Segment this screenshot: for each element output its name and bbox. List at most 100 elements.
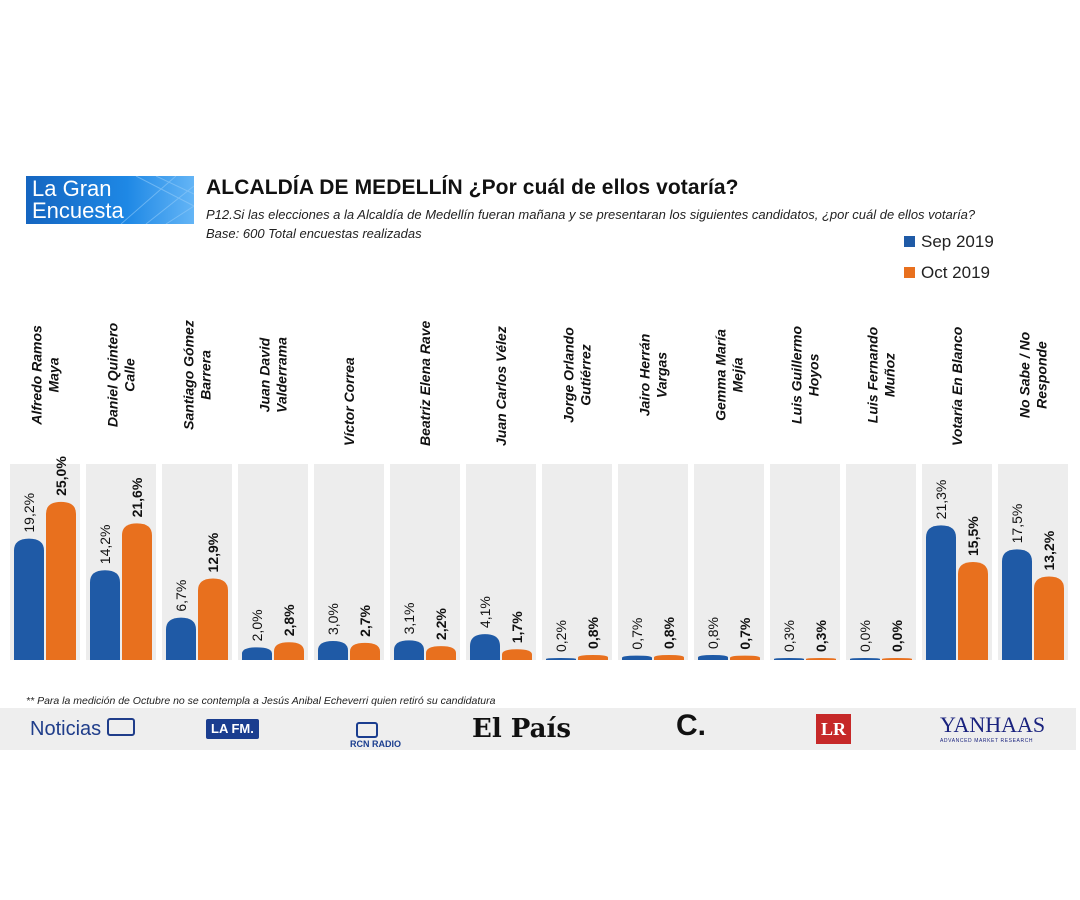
bar-sep: [850, 658, 880, 660]
el-pais-logo: El País: [472, 714, 571, 744]
bar-oct: [958, 562, 988, 660]
bar-panel: [618, 464, 688, 660]
value-label-oct: 2,2%: [433, 608, 449, 640]
value-label-sep: 21,3%: [933, 480, 949, 520]
sponsor-bar: Noticias LA FM. RCN RADIO El País C. LR …: [0, 708, 1076, 750]
category-label-line: No Sabe / No: [1017, 331, 1033, 418]
value-label-oct: 0,0%: [889, 620, 905, 652]
bar-panel: [694, 464, 764, 660]
bar-panel: [314, 464, 384, 660]
category-label-line: Luis Guillermo: [789, 326, 805, 424]
value-label-sep: 4,1%: [477, 596, 493, 628]
category-label: Víctor Correa: [341, 357, 357, 446]
category-label-line: Maya: [46, 357, 62, 392]
category-label: Juan Carlos Vélez: [493, 326, 509, 446]
value-label-oct: 0,3%: [813, 620, 829, 652]
value-label-oct: 0,8%: [585, 616, 601, 648]
bar-panel: [390, 464, 460, 660]
rcn-icon: [106, 718, 135, 736]
category-label-line: Vargas: [654, 352, 670, 398]
category-label-line: Responde: [1034, 341, 1050, 409]
category-label-line: Gutiérrez: [578, 344, 594, 405]
value-label-oct: 0,8%: [661, 616, 677, 648]
bar-oct: [578, 654, 608, 660]
category-label-line: Votaría En Blanco: [949, 326, 965, 446]
logo-pattern-icon: [120, 176, 194, 224]
bar-oct: [350, 642, 380, 660]
bar-sep: [394, 640, 424, 660]
bar-sep: [1002, 549, 1032, 660]
category-label: Jairo HerránVargas: [637, 334, 670, 416]
bar-sep: [14, 538, 44, 660]
category-label-line: Gemma María: [713, 329, 729, 421]
category-label-line: Luis Fernando: [865, 326, 881, 423]
logo-line-2: Encuesta: [32, 198, 124, 223]
logo-line-1: La Gran: [32, 176, 112, 201]
value-label-oct: 15,5%: [965, 516, 981, 556]
chart-title: ALCALDÍA DE MEDELLÍN ¿Por cuál de ellos …: [206, 176, 739, 199]
value-label-oct: 2,8%: [281, 604, 297, 636]
bar-oct: [654, 654, 684, 660]
category-label-line: Santiago Gómez: [181, 320, 197, 430]
category-label-line: Calle: [122, 358, 138, 392]
value-label-oct: 1,7%: [509, 611, 525, 643]
bar-panel: [770, 464, 840, 660]
value-label-sep: 3,1%: [401, 602, 417, 634]
sample-base: Base: 600 Total encuestas realizadas: [206, 226, 422, 241]
legend-item-sep: Sep 2019: [904, 232, 994, 252]
category-label-line: Alfredo Ramos: [29, 325, 45, 426]
category-label-line: Víctor Correa: [341, 357, 357, 446]
category-label-line: Mejía: [730, 357, 746, 392]
legend-label-sep: Sep 2019: [921, 232, 994, 251]
bar-oct: [806, 658, 836, 660]
value-label-sep: 0,0%: [857, 620, 873, 652]
value-label-oct: 12,9%: [205, 532, 221, 572]
category-label: Beatriz Elena Rave: [417, 321, 433, 446]
value-label-oct: 13,2%: [1041, 530, 1057, 570]
bar-panel: [542, 464, 612, 660]
legend-label-oct: Oct 2019: [921, 263, 990, 282]
value-label-oct: 25,0%: [53, 456, 69, 496]
value-label-sep: 0,8%: [705, 617, 721, 649]
category-label-line: Juan Carlos Vélez: [493, 326, 509, 446]
category-label-line: Daniel Quintero: [105, 322, 121, 427]
bar-sep: [546, 658, 576, 660]
bar-sep: [166, 617, 196, 660]
bar-oct: [730, 655, 760, 660]
bar-oct: [1034, 576, 1064, 660]
category-label: Gemma MaríaMejía: [713, 329, 746, 421]
value-label-sep: 0,3%: [781, 620, 797, 652]
value-label-sep: 0,7%: [629, 618, 645, 650]
category-label: Luis FernandoMuñoz: [865, 326, 898, 423]
value-label-sep: 0,2%: [553, 620, 569, 652]
bar-sep: [774, 658, 804, 660]
category-label-line: Muñoz: [882, 353, 898, 397]
value-label-oct: 0,7%: [737, 617, 753, 649]
rcn-radio-logo: RCN RADIO: [350, 722, 401, 764]
legend-swatch-oct: [904, 267, 915, 278]
el-colombiano-logo: C.: [676, 709, 706, 742]
category-label: No Sabe / NoResponde: [1017, 331, 1050, 418]
bar-sep: [926, 525, 956, 660]
value-label-sep: 19,2%: [21, 493, 37, 533]
bar-sep: [698, 654, 728, 660]
value-label-oct: 21,6%: [129, 477, 145, 517]
legend-item-oct: Oct 2019: [904, 263, 990, 283]
category-label-line: Valderrama: [274, 337, 290, 413]
bar-sep: [622, 655, 652, 660]
value-label-sep: 3,0%: [325, 603, 341, 635]
category-label-line: Juan David: [257, 337, 273, 412]
bar-sep: [318, 641, 348, 660]
bar-panel: [846, 464, 916, 660]
value-label-oct: 2,7%: [357, 604, 373, 636]
bar-sep: [470, 634, 500, 660]
noticias-rcn-logo: Noticias: [30, 708, 135, 750]
bar-sep: [90, 570, 120, 660]
bar-oct: [882, 658, 912, 660]
bar-chart: Alfredo RamosMaya 19,2% 25,0% Daniel Quinte…: [10, 320, 1068, 660]
category-label-line: Barrera: [198, 350, 214, 400]
bar-oct: [122, 523, 152, 660]
bar-panel: [466, 464, 536, 660]
legend-swatch-sep: [904, 236, 915, 247]
bar-sep: [242, 647, 272, 660]
